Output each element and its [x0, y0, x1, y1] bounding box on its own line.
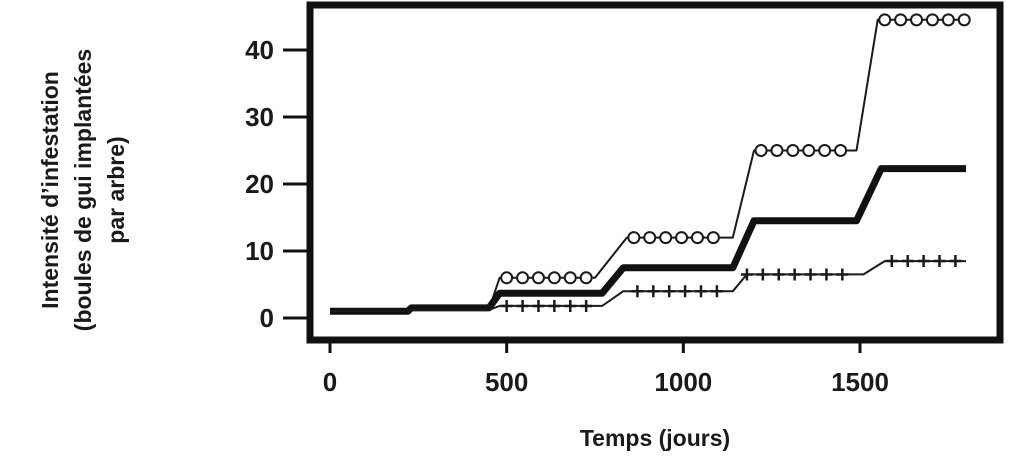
y-tick-label: 0	[260, 303, 274, 333]
series-1-point	[531, 271, 545, 285]
series-1-point	[579, 271, 593, 285]
series-3-point	[917, 255, 930, 268]
series-1-point	[690, 231, 704, 245]
series-3-point	[532, 299, 545, 312]
series-3-point	[500, 299, 513, 312]
series-3-point	[663, 285, 676, 298]
series-3-point	[804, 268, 817, 281]
y-axis-title-line: (boules de gui implantées	[70, 49, 96, 331]
series-3-point	[710, 285, 723, 298]
series-3-point	[885, 255, 898, 268]
y-tick-label: 20	[245, 169, 274, 199]
series-1-point	[770, 144, 784, 157]
series-3-point	[695, 285, 707, 298]
series-3-point	[820, 268, 833, 281]
series-3-point	[836, 268, 849, 281]
y-axis-title-line: Intensité d’infestation	[37, 71, 63, 309]
series-3-point	[949, 255, 962, 268]
series-1-point	[802, 144, 816, 157]
series-1-point	[925, 13, 939, 27]
series-1-point	[675, 231, 689, 245]
series-3-point	[631, 285, 644, 298]
series-1-point	[754, 144, 768, 157]
series-3-point	[933, 255, 946, 268]
series-3-point	[679, 285, 692, 298]
series-1-point	[563, 271, 577, 285]
y-tick-label: 30	[245, 102, 274, 132]
series-3-point	[564, 299, 577, 312]
series-3-point	[756, 268, 769, 281]
series-1-point	[643, 231, 657, 245]
series-3-point	[516, 299, 529, 312]
series-3-point	[548, 299, 561, 312]
series-3-point	[740, 268, 753, 281]
series-1-point	[706, 231, 720, 245]
series-1-point	[910, 13, 924, 27]
x-tick-label: 500	[485, 367, 528, 397]
y-tick-label: 10	[245, 236, 274, 266]
x-tick-label: 1000	[654, 367, 712, 397]
series-3-point	[901, 255, 914, 268]
series-1-point	[894, 13, 908, 27]
series-1-point	[500, 271, 514, 285]
y-tick-label: 40	[245, 35, 274, 65]
series-1-point	[627, 231, 641, 245]
series-1-point	[834, 144, 848, 157]
series-1-point	[957, 13, 971, 27]
series-1-point	[547, 271, 561, 285]
y-axis-title: Intensité d’infestation (boules de gui im…	[37, 49, 129, 331]
series-2-line	[330, 165, 966, 315]
series-3-point	[580, 299, 593, 312]
series-1-point	[941, 13, 955, 27]
series-3-point	[788, 268, 801, 281]
x-tick-label: 0	[323, 367, 337, 397]
series-1-point	[878, 13, 892, 27]
y-axis-title-line: par arbre)	[103, 136, 129, 243]
x-tick-label: 1500	[831, 367, 889, 397]
plot-frame	[306, 1, 1004, 344]
series-1-point	[659, 231, 673, 245]
series-1-point	[516, 271, 530, 285]
series-1-point	[786, 144, 800, 157]
x-axis-title: Temps (jours)	[580, 425, 730, 451]
series-3-line	[330, 260, 966, 313]
series-1-point	[818, 144, 832, 157]
series-3-point	[647, 285, 660, 298]
series-3-point	[772, 268, 785, 281]
